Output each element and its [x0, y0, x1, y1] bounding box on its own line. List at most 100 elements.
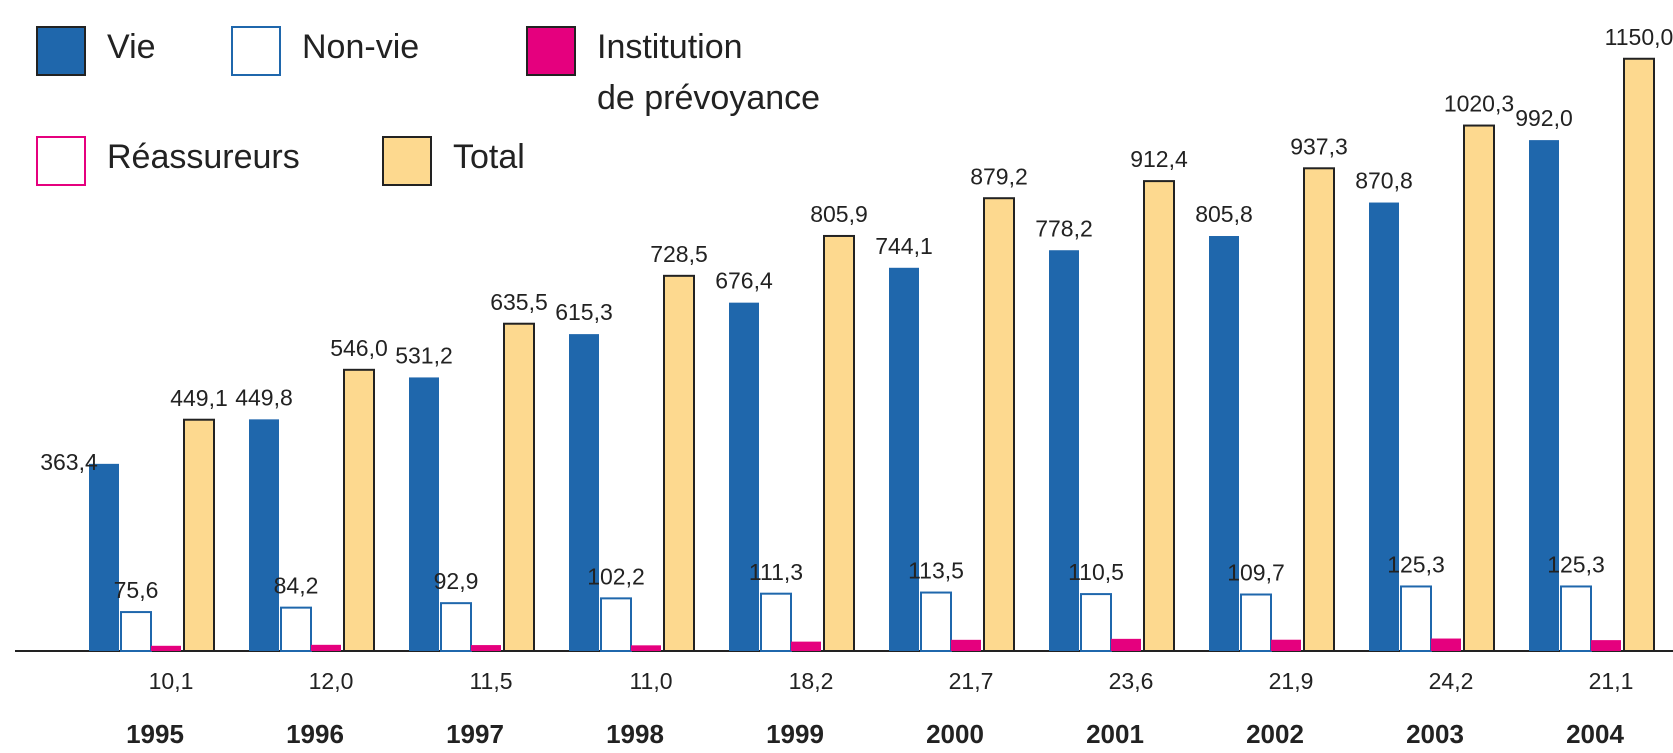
x-tick-label: 1995 [126, 719, 184, 749]
x-tick-label: 2001 [1086, 719, 1144, 749]
value-label: 531,2 [395, 343, 453, 369]
value-label: 1150,0 [1605, 24, 1673, 50]
x-tick-label: 2003 [1406, 719, 1464, 749]
value-label: 18,2 [789, 668, 834, 694]
bar [1240, 593, 1272, 653]
bar [600, 597, 632, 653]
value-label: 1020,3 [1444, 91, 1514, 117]
value-label: 912,4 [1130, 146, 1188, 172]
bar [983, 197, 1015, 652]
bar [183, 418, 215, 652]
legend-swatch [231, 26, 281, 76]
value-label: 778,2 [1035, 215, 1093, 241]
value-label: 11,0 [629, 668, 672, 694]
bar [1623, 57, 1655, 652]
legend-swatch [36, 136, 86, 186]
bar [409, 377, 439, 651]
value-label: 10,1 [149, 668, 194, 694]
x-tick-label: 1996 [286, 719, 344, 749]
legend-label: Vie [107, 28, 156, 66]
value-label: 21,9 [1269, 668, 1314, 694]
value-label: 728,5 [650, 241, 708, 267]
value-label: 11,5 [469, 668, 512, 694]
legend-label: Institution de prévoyance [597, 28, 820, 117]
bar [343, 368, 375, 652]
bar [889, 267, 919, 651]
value-label: 21,7 [949, 668, 994, 694]
bar [760, 592, 792, 652]
x-tick-label: 2004 [1566, 719, 1624, 749]
bar [1591, 640, 1621, 651]
bar [1049, 250, 1079, 652]
legend-label: Réassureurs [107, 138, 300, 176]
value-label: 109,7 [1227, 560, 1285, 586]
bar [631, 645, 661, 651]
bar [920, 591, 952, 652]
bar [440, 602, 472, 652]
bar [471, 645, 501, 651]
bar [151, 645, 181, 651]
bar [791, 641, 821, 651]
value-label: 992,0 [1515, 105, 1573, 131]
bar [280, 606, 312, 653]
bar [1271, 639, 1301, 651]
value-label: 744,1 [875, 233, 933, 259]
value-label: 805,9 [810, 201, 868, 227]
value-label: 546,0 [330, 335, 388, 361]
x-tick-label: 1997 [446, 719, 504, 749]
value-label: 84,2 [274, 573, 319, 599]
bar [1111, 638, 1141, 651]
bar [1463, 124, 1495, 653]
value-label: 870,8 [1355, 168, 1413, 194]
value-label: 676,4 [715, 268, 773, 294]
x-tick-label: 1999 [766, 719, 824, 749]
bar [1303, 167, 1335, 652]
bar [1529, 140, 1559, 651]
x-tick-label: 2000 [926, 719, 984, 749]
bar [1400, 585, 1432, 653]
legend-swatch [526, 26, 576, 76]
x-tick-label: 2002 [1246, 719, 1304, 749]
bar [120, 611, 152, 652]
value-label: 102,2 [587, 563, 645, 589]
value-label: 111,3 [749, 559, 803, 585]
legend-label: Total [453, 138, 525, 176]
value-label: 113,5 [908, 558, 964, 584]
value-label: 125,3 [1387, 552, 1445, 578]
value-label: 125,3 [1547, 552, 1605, 578]
bar [311, 644, 341, 651]
value-label: 92,9 [434, 568, 479, 594]
bar [569, 334, 599, 651]
value-label: 805,8 [1195, 201, 1253, 227]
value-label: 23,6 [1109, 668, 1154, 694]
bar [951, 639, 981, 651]
value-label: 635,5 [490, 289, 548, 315]
bar [89, 463, 119, 651]
value-label: 24,2 [1429, 668, 1474, 694]
bar [503, 322, 535, 652]
bar [1143, 180, 1175, 652]
value-label: 12,0 [309, 668, 354, 694]
bar [729, 302, 759, 651]
bar [823, 234, 855, 653]
x-tick-label: 1998 [606, 719, 664, 749]
bar [1080, 593, 1112, 653]
legend-swatch [36, 26, 86, 76]
bar [1369, 202, 1399, 651]
value-label: 363,4 [40, 449, 98, 475]
value-label: 449,1 [170, 385, 228, 411]
value-label: 75,6 [114, 577, 159, 603]
value-label: 21,1 [1589, 668, 1634, 694]
bar [1431, 638, 1461, 651]
bar [663, 274, 695, 652]
bar [1209, 236, 1239, 651]
value-label: 449,8 [235, 384, 293, 410]
value-label: 110,5 [1068, 559, 1124, 585]
bar [249, 419, 279, 651]
legend-swatch [382, 136, 432, 186]
value-label: 615,3 [555, 299, 613, 325]
bar [1560, 585, 1592, 653]
value-label: 937,3 [1290, 133, 1348, 159]
value-label: 879,2 [970, 163, 1028, 189]
